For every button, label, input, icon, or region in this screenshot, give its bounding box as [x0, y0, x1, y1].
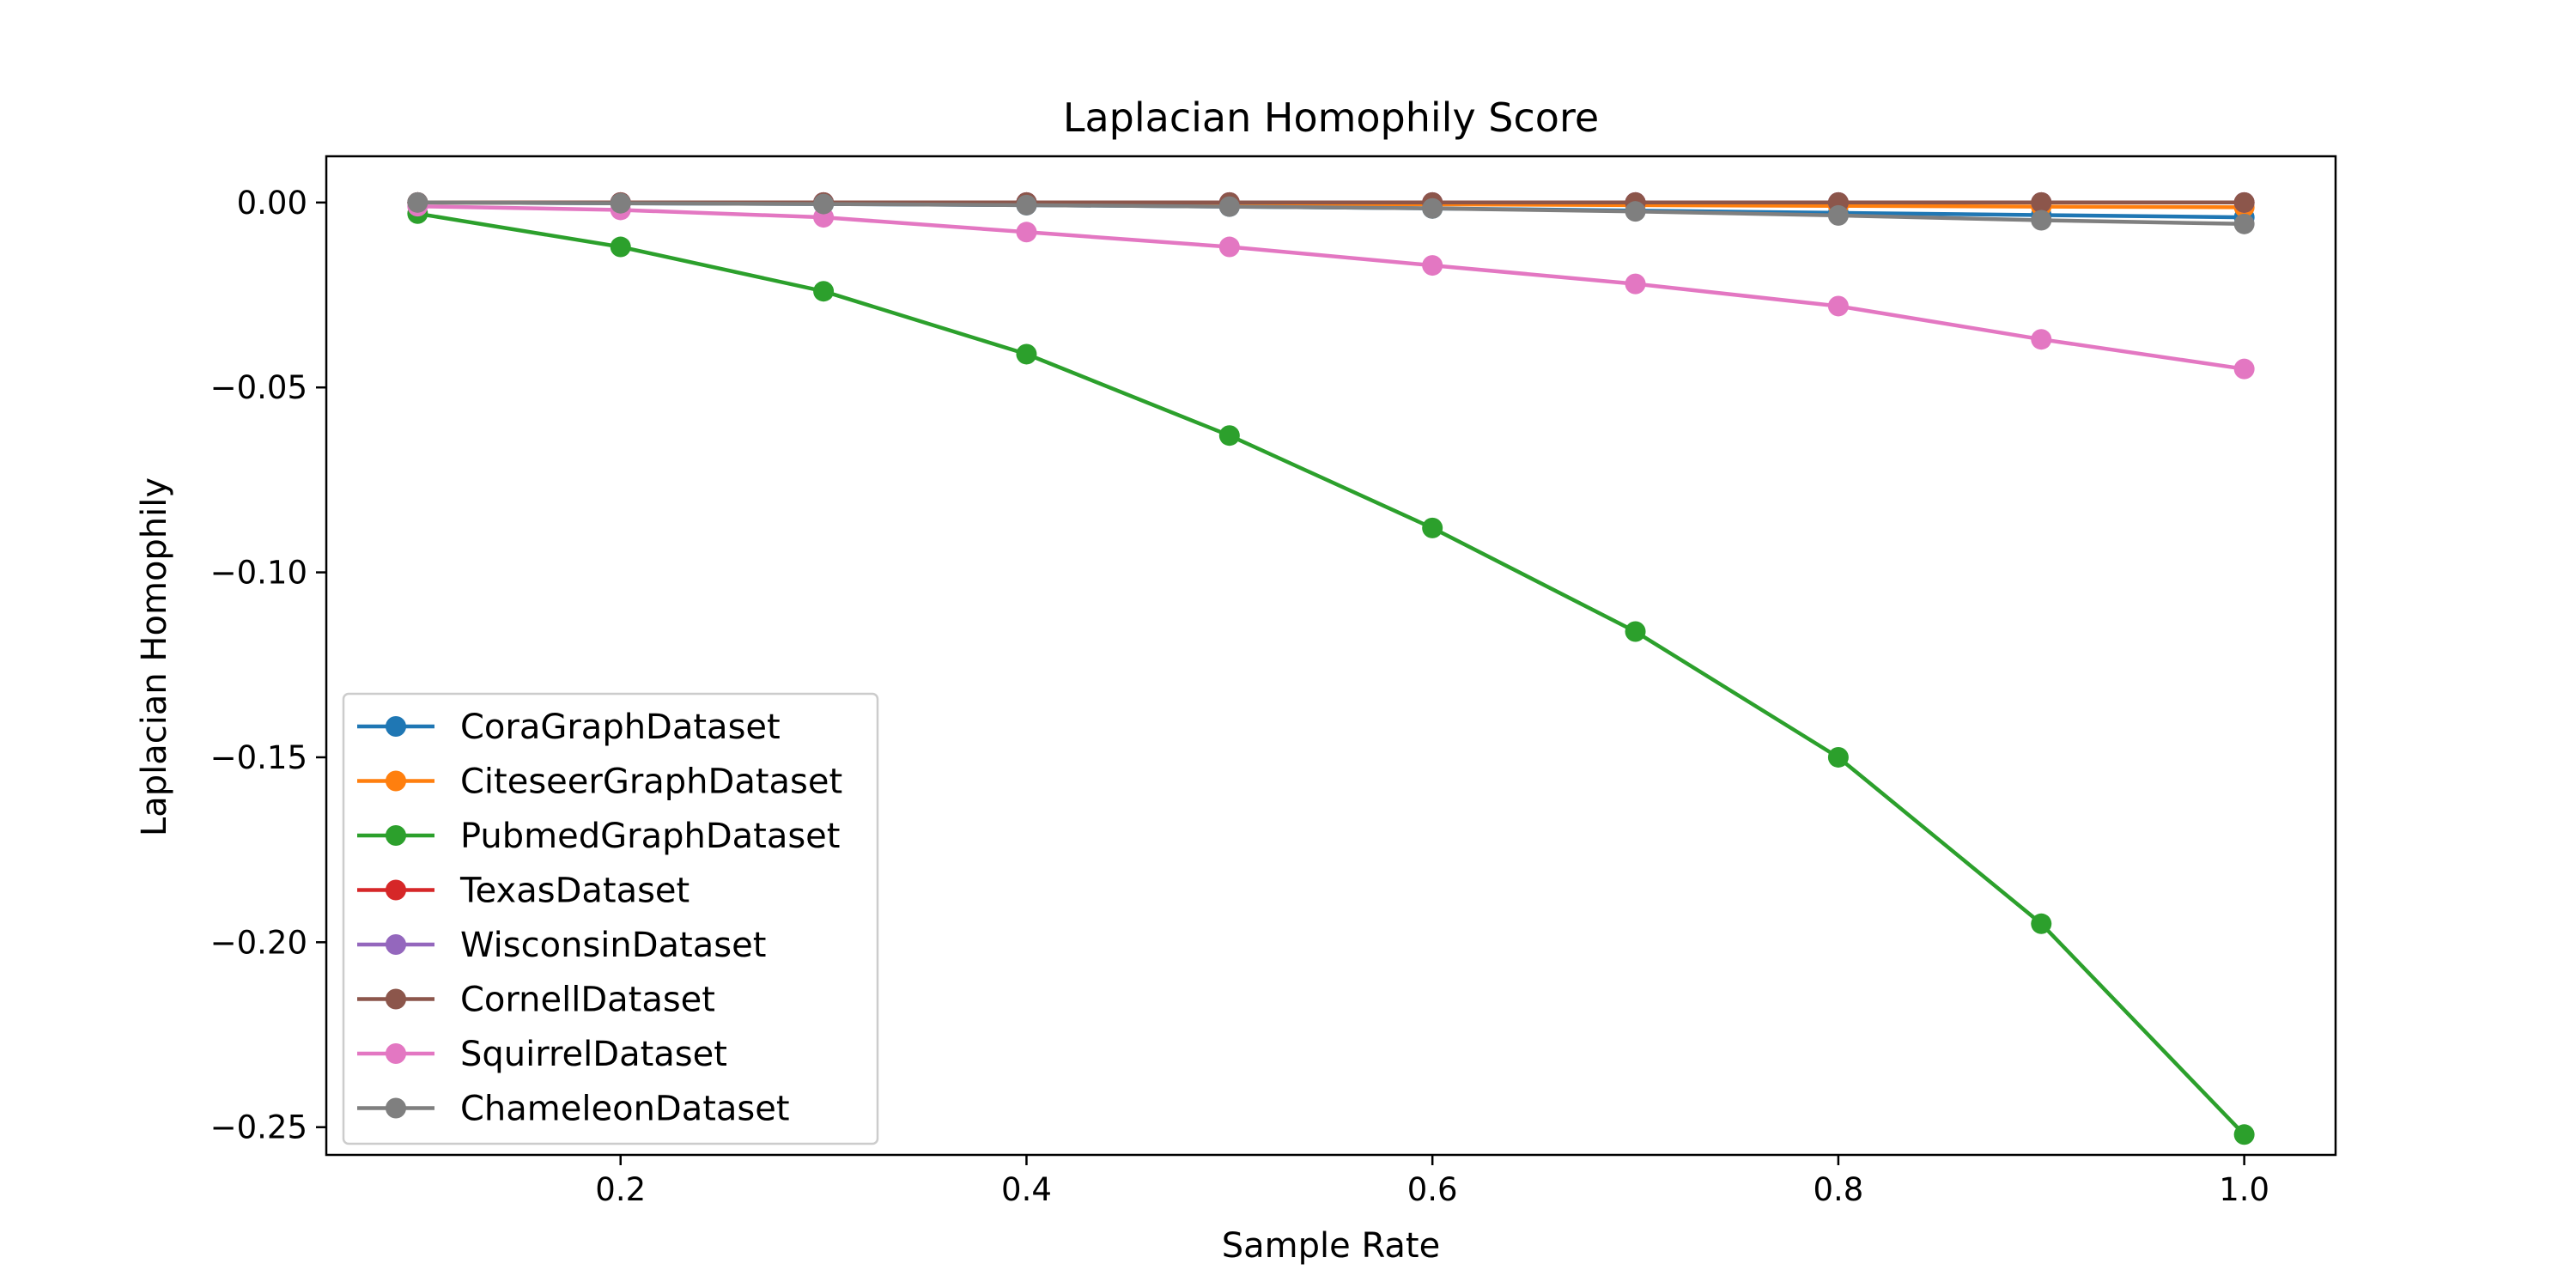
legend-label: PubmedGraphDataset	[460, 817, 840, 856]
legend-item: SquirrelDataset	[357, 1035, 727, 1074]
legend-label: CornellDataset	[460, 981, 715, 1020]
legend-marker	[386, 825, 406, 846]
data-point	[2031, 329, 2052, 350]
legend-item: CiteseerGraphDataset	[357, 762, 842, 802]
data-point	[1218, 425, 1240, 447]
data-point	[1827, 295, 1849, 317]
legend-label: CoraGraphDataset	[460, 708, 781, 747]
legend-marker	[386, 1097, 406, 1119]
x-axis: 0.2 0.4 0.6 0.8 1.0	[595, 1155, 2269, 1208]
data-point	[1218, 196, 1240, 217]
y-axis-label: Laplacian Homophily	[135, 477, 174, 836]
x-tick-label: 0.6	[1407, 1171, 1458, 1208]
legend-item: PubmedGraphDataset	[357, 817, 840, 856]
x-tick-label: 0.2	[595, 1171, 646, 1208]
data-point	[813, 193, 835, 215]
legend-item: WisconsinDataset	[357, 926, 766, 965]
legend-label: CiteseerGraphDataset	[460, 762, 842, 802]
legend-item: ChameleonDataset	[357, 1090, 790, 1129]
data-point	[1422, 517, 1443, 538]
data-point	[1625, 621, 1646, 642]
data-point	[1218, 236, 1240, 258]
data-point	[2031, 913, 2052, 934]
series-ChameleonDataset	[407, 191, 2255, 234]
data-point	[2233, 213, 2255, 234]
y-axis: 0.00 −0.05 −0.10 −0.15 −0.20 −0.25	[210, 185, 326, 1146]
data-point	[2031, 191, 2052, 213]
y-tick-label: −0.25	[210, 1109, 307, 1146]
legend-marker	[386, 716, 406, 737]
data-point	[1016, 222, 1037, 243]
legend-marker	[386, 988, 406, 1010]
series-line	[417, 204, 2245, 371]
series-PubmedGraphDataset	[407, 203, 2255, 1145]
data-point	[1016, 194, 1037, 216]
legend-marker	[386, 1043, 406, 1064]
y-tick-label: −0.10	[210, 555, 307, 592]
x-tick-label: 1.0	[2219, 1171, 2269, 1208]
y-tick-label: −0.05	[210, 369, 307, 406]
x-axis-label: Sample Rate	[1222, 1226, 1440, 1266]
y-tick-label: 0.00	[237, 185, 307, 222]
legend-label: ChameleonDataset	[460, 1090, 790, 1129]
legend: CoraGraphDataset CiteseerGraphDataset Pubm…	[342, 692, 879, 1145]
legend-label: WisconsinDataset	[460, 926, 766, 965]
legend-item: CornellDataset	[357, 981, 715, 1020]
legend-label: TexasDataset	[459, 872, 690, 911]
series-line	[417, 211, 2246, 1136]
data-point	[2031, 210, 2052, 231]
data-point	[1625, 273, 1646, 295]
legend-label: SquirrelDataset	[460, 1035, 727, 1074]
data-point	[2233, 191, 2255, 213]
y-tick-label: −0.20	[210, 924, 307, 961]
legend-item: CoraGraphDataset	[357, 708, 781, 747]
data-point	[610, 236, 631, 258]
data-point	[1827, 746, 1849, 768]
x-tick-label: 0.8	[1813, 1171, 1863, 1208]
data-point	[1422, 197, 1443, 219]
legend-marker	[386, 770, 406, 792]
plot-frame	[325, 155, 2337, 1157]
legend-marker	[386, 934, 406, 955]
data-point	[2233, 358, 2255, 380]
data-point	[407, 191, 428, 213]
legend-item: TexasDataset	[357, 872, 690, 911]
series-line	[417, 200, 2245, 227]
legend-box	[342, 692, 879, 1145]
data-point	[2233, 1124, 2255, 1145]
data-point	[1625, 201, 1646, 222]
data-point	[1827, 204, 1849, 226]
data-point	[1422, 255, 1443, 276]
data-point	[1016, 343, 1037, 365]
y-tick-label: −0.15	[210, 739, 307, 776]
series-layer	[407, 191, 2255, 1145]
data-point	[610, 192, 631, 214]
x-tick-label: 0.4	[1001, 1171, 1052, 1208]
legend-marker	[386, 879, 406, 901]
chart-title: Laplacian Homophily Score	[1063, 94, 1599, 141]
data-point	[813, 281, 835, 302]
